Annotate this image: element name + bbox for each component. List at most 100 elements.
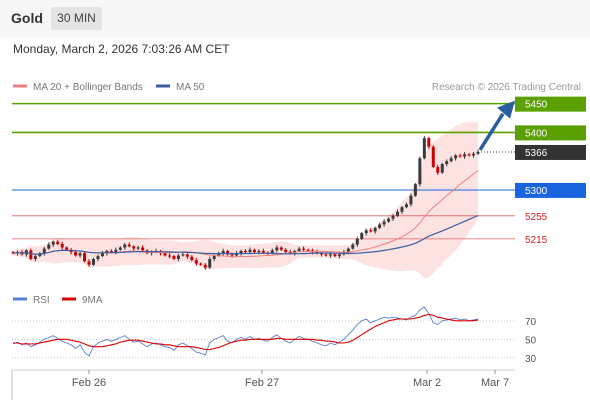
x-axis-tick-label: Feb 26 <box>72 377 106 389</box>
candle-body <box>226 250 230 255</box>
support-text-5215: 5215 <box>525 235 548 246</box>
rsi-tick-label: 70 <box>525 317 537 328</box>
last-price-tag-text: 5366 <box>525 148 548 159</box>
ma50-line <box>12 214 479 255</box>
candle-body <box>100 253 104 257</box>
candle-body <box>212 255 216 259</box>
candle-body <box>422 138 426 159</box>
candle-body <box>109 250 113 253</box>
candle-body <box>74 252 78 256</box>
x-axis: Feb 26 Feb 27 Mar 2 Mar 7 <box>11 369 515 400</box>
rsi-legend-label: RSI <box>33 295 50 306</box>
legend-ma20-label: MA 20 + Bollinger Bands <box>33 82 143 93</box>
candle-body <box>118 247 122 250</box>
candle-body <box>235 253 239 256</box>
chart-datetime: Monday, March 2, 2026 7:03:26 AM CET <box>13 42 230 56</box>
price-levels <box>12 102 515 240</box>
candle-body <box>96 256 100 259</box>
candle-body <box>328 254 332 256</box>
resistance-tag-text-5400: 5400 <box>525 128 548 139</box>
candle-body <box>163 253 167 256</box>
candle-body <box>427 138 431 147</box>
candle-body <box>194 260 198 264</box>
bollinger-band-area <box>13 121 478 279</box>
candle-body <box>29 250 33 259</box>
candle-body <box>221 250 225 254</box>
candle-body <box>172 256 176 259</box>
candle-body <box>132 246 136 249</box>
candle-body <box>208 258 212 268</box>
candle-body <box>288 252 292 254</box>
candle-body <box>83 253 87 262</box>
candle-body <box>396 211 400 216</box>
candle-body <box>185 254 189 257</box>
last-price-tag <box>515 144 586 160</box>
candle-body <box>449 158 453 162</box>
candle-body <box>297 248 301 251</box>
symbol-title: Gold <box>11 10 43 26</box>
timeframe-button[interactable]: 30 MIN <box>51 7 102 30</box>
candle-body <box>387 218 391 222</box>
candle-body <box>60 244 64 248</box>
candle-body <box>141 247 145 251</box>
candle-body <box>203 264 207 268</box>
chart-credit: Research © 2026 Trading Central <box>432 82 581 93</box>
candle-body <box>199 263 203 265</box>
candle-body <box>279 247 283 250</box>
candle-body <box>337 254 341 257</box>
candle-body <box>87 261 91 265</box>
support-tag-5300 <box>515 182 586 198</box>
support-text-5255: 5255 <box>525 212 548 223</box>
resistance-tag-text-5450: 5450 <box>525 100 548 111</box>
candle-body <box>257 250 261 253</box>
moving-averages <box>12 170 479 258</box>
rsi-panel: 70 50 30 <box>12 306 537 365</box>
candle-body <box>239 250 243 254</box>
candle-body <box>181 254 185 256</box>
candle-body <box>333 254 337 257</box>
candle-body <box>105 250 109 254</box>
x-axis-tick-label: Feb 27 <box>245 377 279 389</box>
candle-body <box>440 164 444 173</box>
bollinger-band <box>13 121 478 279</box>
candle-body <box>431 146 435 167</box>
candle-body <box>320 253 324 255</box>
candle-body <box>230 254 234 256</box>
candle-body <box>114 249 118 253</box>
candle-body <box>346 248 350 253</box>
candle-body <box>56 241 60 245</box>
candle-body <box>47 244 51 249</box>
chart-legend: MA 20 + Bollinger Bands MA 50 Research ©… <box>13 82 581 93</box>
candle-body <box>33 256 37 259</box>
candle-body <box>454 155 458 159</box>
candle-body <box>270 250 274 254</box>
candle-body <box>413 184 417 196</box>
candle-body <box>391 215 395 219</box>
candle-body <box>217 253 221 256</box>
x-axis-tick-label: Mar 2 <box>413 377 441 389</box>
candle-body <box>248 249 252 253</box>
candle-body <box>409 195 413 205</box>
rsi-legend: RSI 9MA <box>13 295 103 306</box>
candle-body <box>445 161 449 165</box>
candle-body <box>373 227 377 232</box>
candle-body <box>360 233 364 239</box>
candle-body <box>244 250 247 253</box>
candle-body <box>324 254 328 256</box>
rsi-line <box>12 306 479 357</box>
candle-body <box>378 224 382 228</box>
ma9-legend-label: 9MA <box>82 295 103 306</box>
candle-body <box>458 155 462 157</box>
candle-body <box>252 249 256 253</box>
candle-body <box>78 253 82 256</box>
candle-body <box>404 204 408 208</box>
candle-body <box>369 230 373 232</box>
candle-body <box>261 250 265 253</box>
candle-body <box>284 249 288 253</box>
candle-body <box>91 258 95 265</box>
candle-body <box>382 221 386 225</box>
candle-body <box>463 154 467 157</box>
candle-body <box>167 255 171 257</box>
